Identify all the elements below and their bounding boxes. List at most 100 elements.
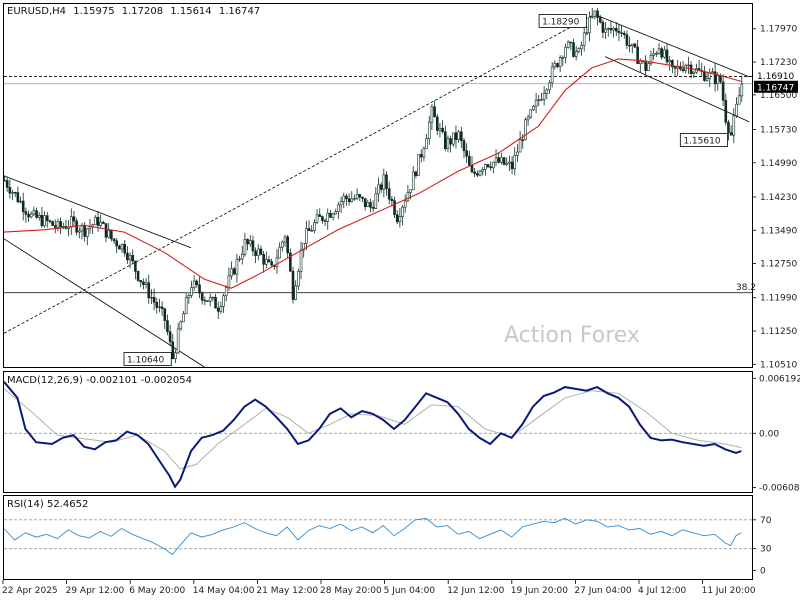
candle-body	[152, 296, 156, 303]
label-fib: 38.2	[736, 283, 756, 293]
candle-body	[401, 206, 404, 218]
candle-body	[588, 16, 591, 34]
time-tick-label: 19 Jun 20:00	[511, 586, 568, 596]
candle-body	[625, 34, 629, 46]
candle-body	[243, 239, 247, 255]
label-low-jul: 1.15610	[683, 137, 720, 147]
candle-body	[59, 221, 62, 228]
candle-body	[299, 249, 303, 272]
price-tick-label: 1.11990	[760, 294, 797, 304]
candle-body	[532, 105, 535, 111]
price-tick-label: 1.17970	[760, 25, 797, 35]
candle-body	[732, 115, 736, 136]
candle-body	[45, 215, 49, 222]
candle-body	[187, 295, 191, 299]
symbol-header: EURUSD,H4 1.15975 1.17208 1.15614 1.1674…	[7, 6, 260, 17]
candle-body	[417, 154, 420, 176]
candle-body	[118, 245, 121, 250]
candlestick-series	[3, 7, 744, 363]
candle-body	[182, 313, 185, 323]
candle-body	[593, 10, 597, 17]
candle-body	[596, 10, 599, 18]
candle-body	[264, 259, 268, 265]
candle-body	[139, 280, 143, 283]
candle-body	[638, 60, 642, 64]
candle-body	[345, 195, 348, 200]
candle-body	[166, 320, 169, 333]
candle-body	[107, 230, 110, 238]
candle-body	[513, 155, 517, 170]
candle-body	[19, 200, 22, 203]
candle-body	[580, 44, 583, 50]
candle-body	[40, 215, 44, 226]
candle-body	[435, 116, 439, 131]
candle-body	[411, 171, 415, 191]
candle-body	[27, 213, 30, 218]
resistance-price-tag-box	[754, 69, 798, 82]
candle-body	[195, 280, 199, 286]
time-tick-label: 11 Jul 20:00	[702, 586, 756, 596]
price-tick-label: 1.14230	[760, 193, 797, 203]
candle-body	[13, 192, 17, 194]
candle-body	[735, 103, 738, 117]
candle-body	[652, 53, 655, 56]
label-low-jul-box	[679, 133, 729, 147]
candle-body	[168, 331, 172, 343]
candle-body	[727, 121, 730, 133]
candle-body	[628, 45, 631, 47]
candle-body	[347, 198, 351, 202]
candle-body	[310, 230, 314, 232]
candle-body	[540, 99, 543, 101]
candle-body	[262, 254, 265, 265]
candle-body	[305, 228, 308, 244]
candle-body	[719, 75, 722, 83]
candle-body	[155, 302, 159, 308]
candle-body	[32, 210, 36, 215]
candle-body	[53, 225, 57, 228]
moving-average-layer	[3, 58, 742, 289]
candle-body	[11, 192, 14, 194]
candle-body	[246, 239, 249, 245]
candle-body	[414, 171, 418, 176]
candle-body	[331, 213, 335, 218]
candle-body	[96, 216, 100, 226]
candle-body	[83, 224, 86, 237]
candle-body	[339, 201, 343, 206]
candle-body	[270, 261, 273, 266]
candle-body	[200, 292, 204, 301]
price-tick-label: 1.14990	[760, 159, 797, 169]
candle-body	[259, 248, 263, 255]
candle-body	[214, 296, 217, 309]
candle-body	[524, 119, 527, 141]
trendline-1	[3, 13, 595, 334]
candle-body	[422, 148, 426, 158]
candle-body	[302, 242, 306, 251]
candle-body	[545, 89, 549, 94]
candle-body	[29, 213, 33, 218]
candle-body	[614, 27, 618, 32]
candle-body	[37, 215, 41, 218]
candle-body	[110, 230, 113, 240]
candle-body	[203, 299, 207, 302]
time-tick-label: 27 Jun 04:00	[574, 586, 631, 596]
candle-body	[254, 250, 257, 256]
label-peak-box	[538, 14, 587, 28]
label-low-may-box	[123, 352, 172, 366]
candle-body	[427, 121, 431, 139]
candle-body	[729, 132, 733, 136]
time-tick-label: 22 Apr 2025	[2, 586, 58, 596]
macd-title: MACD(12,26,9) -0.002101 -0.002054	[7, 375, 192, 386]
candle-body	[644, 60, 647, 72]
time-tick-label: 12 Jun 12:00	[447, 586, 504, 596]
candle-body	[315, 214, 319, 223]
candle-body	[556, 63, 559, 67]
candle-body	[476, 173, 479, 176]
candle-body	[86, 228, 89, 237]
candle-body	[425, 138, 428, 149]
candle-body	[374, 193, 378, 209]
candle-body	[537, 99, 541, 101]
candle-body	[558, 57, 562, 67]
candle-body	[598, 17, 602, 23]
candle-body	[174, 352, 177, 360]
candle-body	[548, 82, 551, 91]
